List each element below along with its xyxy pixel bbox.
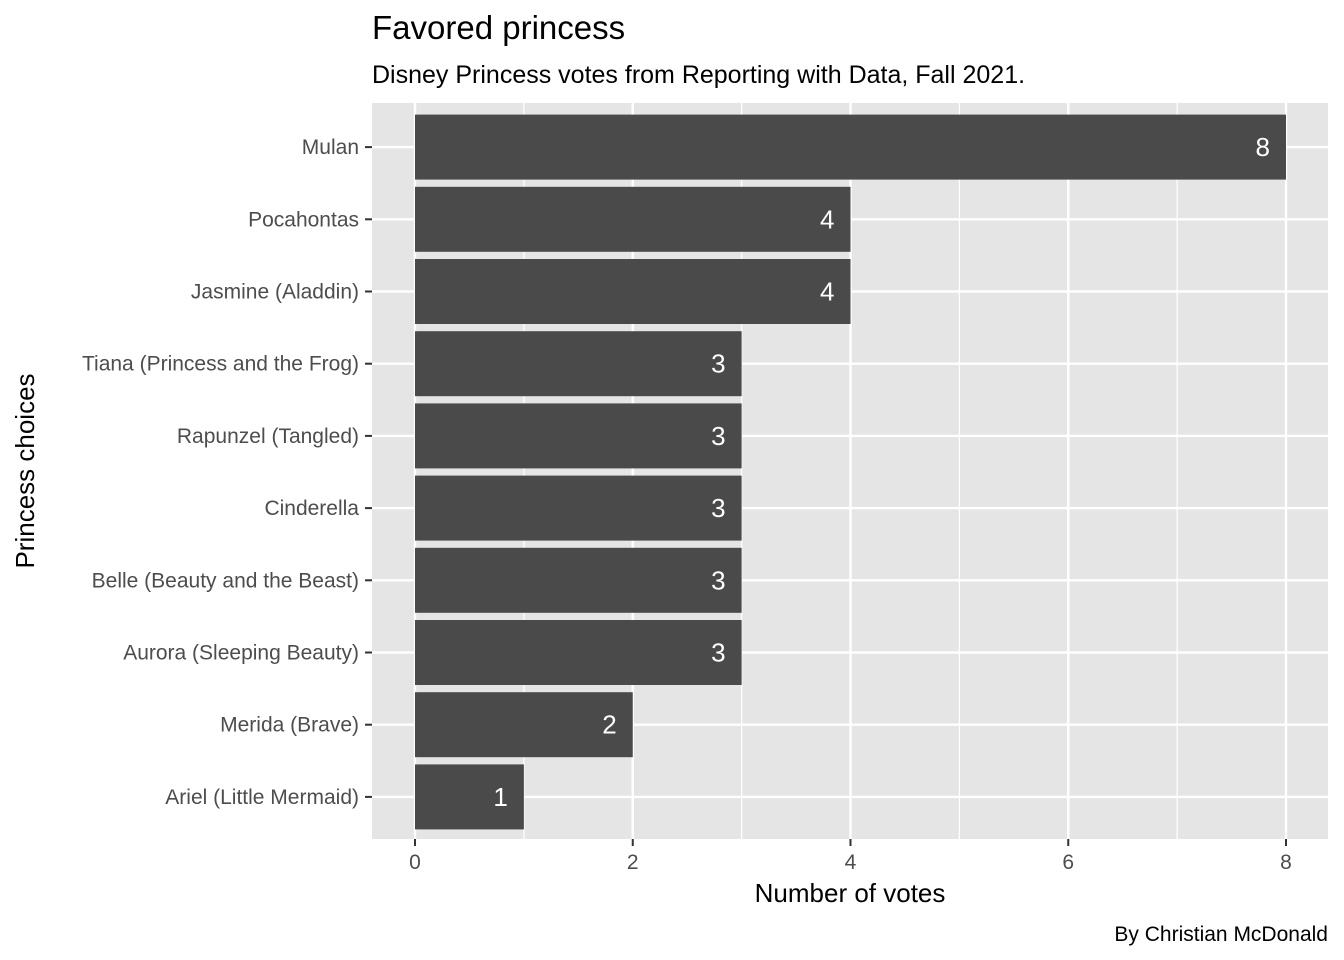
y-tick-label: Aurora (Sleeping Beauty): [123, 642, 359, 665]
bar-value-label: 8: [1256, 132, 1270, 162]
bar-value-label: 3: [711, 349, 725, 379]
x-tick-label: 4: [845, 851, 857, 874]
bar-value-label: 3: [711, 565, 725, 595]
x-axis-title: Number of votes: [755, 878, 946, 908]
x-axis: 0 2 4 6 8: [409, 839, 1292, 874]
x-tick-label: 0: [409, 851, 421, 874]
bar: [415, 547, 742, 613]
bar: [415, 475, 742, 541]
y-tick-label: Mulan: [302, 136, 359, 159]
bar-labels: 8 4 4 3 3 3 3 3 2 1: [493, 132, 1270, 812]
y-tick-label: Merida (Brave): [220, 714, 359, 737]
y-tick-label: Tiana (Princess and the Frog): [82, 353, 359, 376]
y-tick-label: Rapunzel (Tangled): [177, 425, 359, 448]
bar-value-label: 4: [820, 277, 834, 307]
x-tick-label: 8: [1280, 851, 1292, 874]
bar-value-label: 4: [820, 204, 834, 234]
bar: [415, 403, 742, 469]
bar: [415, 186, 851, 252]
y-tick-label: Pocahontas: [248, 208, 359, 231]
y-tick-label: Ariel (Little Mermaid): [165, 786, 359, 809]
bar-value-label: 2: [602, 710, 616, 740]
bar-value-label: 3: [711, 638, 725, 668]
y-tick-label: Cinderella: [264, 497, 359, 520]
bar: [415, 620, 742, 685]
chart-caption: By Christian McDonald: [1114, 923, 1328, 946]
chart-title: Favored princess: [372, 9, 625, 46]
bar: [415, 331, 742, 397]
bar-value-label: 3: [711, 421, 725, 451]
y-tick-label: Belle (Beauty and the Beast): [92, 569, 359, 592]
y-axis-title: Princess choices: [10, 373, 40, 568]
x-tick-label: 2: [627, 851, 639, 874]
bar: [415, 259, 851, 324]
bar: [415, 692, 633, 758]
y-axis: Mulan Pocahontas Jasmine (Aladdin) Tiana (P…: [82, 136, 372, 809]
bar-value-label: 1: [493, 782, 507, 812]
bar: [415, 764, 524, 830]
bar-value-label: 3: [711, 493, 725, 523]
bar: [415, 114, 1286, 180]
y-tick-label: Jasmine (Aladdin): [191, 281, 359, 304]
chart-subtitle: Disney Princess votes from Reporting wit…: [372, 61, 1025, 89]
bars: [415, 114, 1286, 830]
x-tick-label: 6: [1062, 851, 1074, 874]
